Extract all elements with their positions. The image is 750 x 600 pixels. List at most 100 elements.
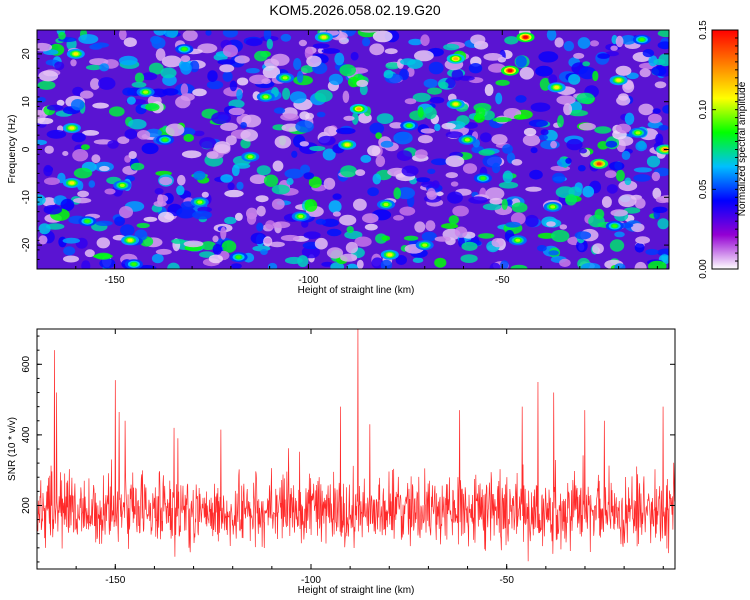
heatmap-texture — [82, 130, 100, 136]
heatmap-texture — [577, 37, 591, 49]
heatmap-texture — [492, 117, 512, 123]
heatmap-texture — [568, 109, 588, 117]
heatmap-texture — [530, 147, 538, 154]
heatmap-texture — [658, 53, 669, 67]
heatmap-texture — [148, 62, 164, 75]
heatmap-texture — [80, 144, 90, 151]
heatmap-texture — [655, 133, 664, 145]
heatmap-texture — [403, 235, 419, 241]
heatmap-texture — [323, 126, 338, 137]
heatmap-texture — [510, 212, 526, 225]
heatmap-texture — [565, 194, 577, 206]
heatmap-texture — [46, 223, 65, 230]
heatmap-texture — [323, 177, 336, 190]
snr-marks — [37, 329, 675, 562]
heatmap-texture — [563, 103, 573, 116]
heatmap-texture — [416, 177, 431, 183]
snr-y-tick-label: 600 — [21, 356, 32, 373]
heatmap-texture — [648, 113, 662, 124]
heatmap-texture — [37, 80, 56, 90]
heatmap-texture — [63, 255, 79, 263]
heatmap-texture — [272, 221, 291, 229]
heatmap-texture — [128, 119, 147, 130]
heatmap-peak — [458, 134, 477, 145]
heatmap-peak — [256, 91, 275, 102]
heatmap-texture — [289, 91, 307, 104]
heatmap-peak — [380, 249, 399, 260]
heatmap-texture — [62, 237, 80, 244]
heatmap-texture — [254, 50, 268, 62]
heatmap-texture — [623, 207, 641, 214]
heatmap-texture — [646, 155, 661, 168]
heatmap-texture — [658, 124, 669, 131]
heatmap-texture — [635, 236, 650, 244]
heatmap-texture — [249, 174, 267, 184]
heatmap-texture — [484, 84, 494, 96]
heatmap-texture — [594, 126, 612, 134]
heatmap-texture — [511, 202, 528, 213]
colorbar: 0.00 0.05 0.10 0.15 Normalized spectral amp… — [698, 20, 748, 279]
heatmap-texture — [523, 127, 537, 137]
heatmap-texture — [565, 157, 572, 164]
heatmap-texture — [414, 50, 434, 62]
heatmap-texture — [525, 186, 542, 192]
heatmap-texture — [420, 128, 435, 134]
heatmap-texture — [214, 141, 231, 154]
heatmap-texture — [383, 69, 394, 79]
heatmap-texture — [393, 187, 402, 200]
heatmap-texture — [478, 233, 495, 239]
heatmap-texture — [554, 37, 564, 48]
heatmap-texture — [153, 30, 167, 36]
heatmap-texture — [615, 169, 625, 182]
heatmap-texture — [645, 248, 659, 256]
heatmap-texture — [461, 241, 478, 251]
heatmap-texture — [495, 79, 510, 86]
heatmap-texture — [90, 78, 100, 90]
heatmap-texture — [296, 70, 304, 83]
heatmap-texture — [417, 135, 433, 144]
heatmap-texture — [578, 122, 596, 131]
heatmap-texture — [201, 191, 209, 198]
heatmap-texture — [353, 198, 367, 211]
heatmap-texture — [98, 77, 116, 90]
heatmap-texture — [46, 104, 64, 111]
heatmap-texture — [615, 65, 632, 76]
heatmap-texture — [208, 254, 223, 264]
heatmap-y-tick-label: -10 — [21, 190, 32, 205]
heatmap-texture — [222, 30, 238, 38]
heatmap-texture — [62, 151, 69, 156]
heatmap-texture — [657, 30, 669, 38]
heatmap-texture — [128, 151, 137, 159]
heatmap-texture — [206, 151, 219, 159]
heatmap-texture — [441, 122, 456, 130]
heatmap-texture — [136, 222, 150, 229]
heatmap-texture — [145, 103, 160, 112]
heatmap-texture — [263, 174, 279, 187]
heatmap-texture — [200, 241, 217, 251]
heatmap-texture — [159, 176, 173, 186]
heatmap-texture — [205, 30, 212, 36]
heatmap-texture — [107, 140, 119, 149]
snr-y-axis-label: SNR (10 * v/v) — [7, 417, 18, 481]
heatmap-texture — [299, 141, 309, 147]
heatmap-texture — [322, 148, 336, 161]
heatmap-texture — [193, 170, 206, 181]
heatmap-texture — [624, 112, 635, 126]
heatmap-texture — [183, 133, 194, 142]
heatmap-texture — [546, 221, 556, 227]
heatmap-peak — [501, 65, 519, 76]
heatmap-texture — [222, 71, 233, 82]
heatmap-texture — [263, 30, 272, 41]
heatmap-texture — [181, 150, 202, 159]
snr-y-tick-label: 400 — [21, 426, 32, 443]
heatmap-texture — [73, 167, 93, 179]
heatmap-texture — [256, 222, 264, 232]
heatmap-texture — [601, 196, 612, 208]
heatmap-texture — [393, 215, 404, 221]
heatmap-texture — [537, 232, 556, 239]
heatmap-peak — [473, 173, 492, 184]
heatmap-texture — [137, 130, 151, 140]
heatmap-texture — [513, 114, 527, 120]
heatmap-texture — [130, 162, 145, 171]
heatmap-texture — [78, 34, 99, 44]
